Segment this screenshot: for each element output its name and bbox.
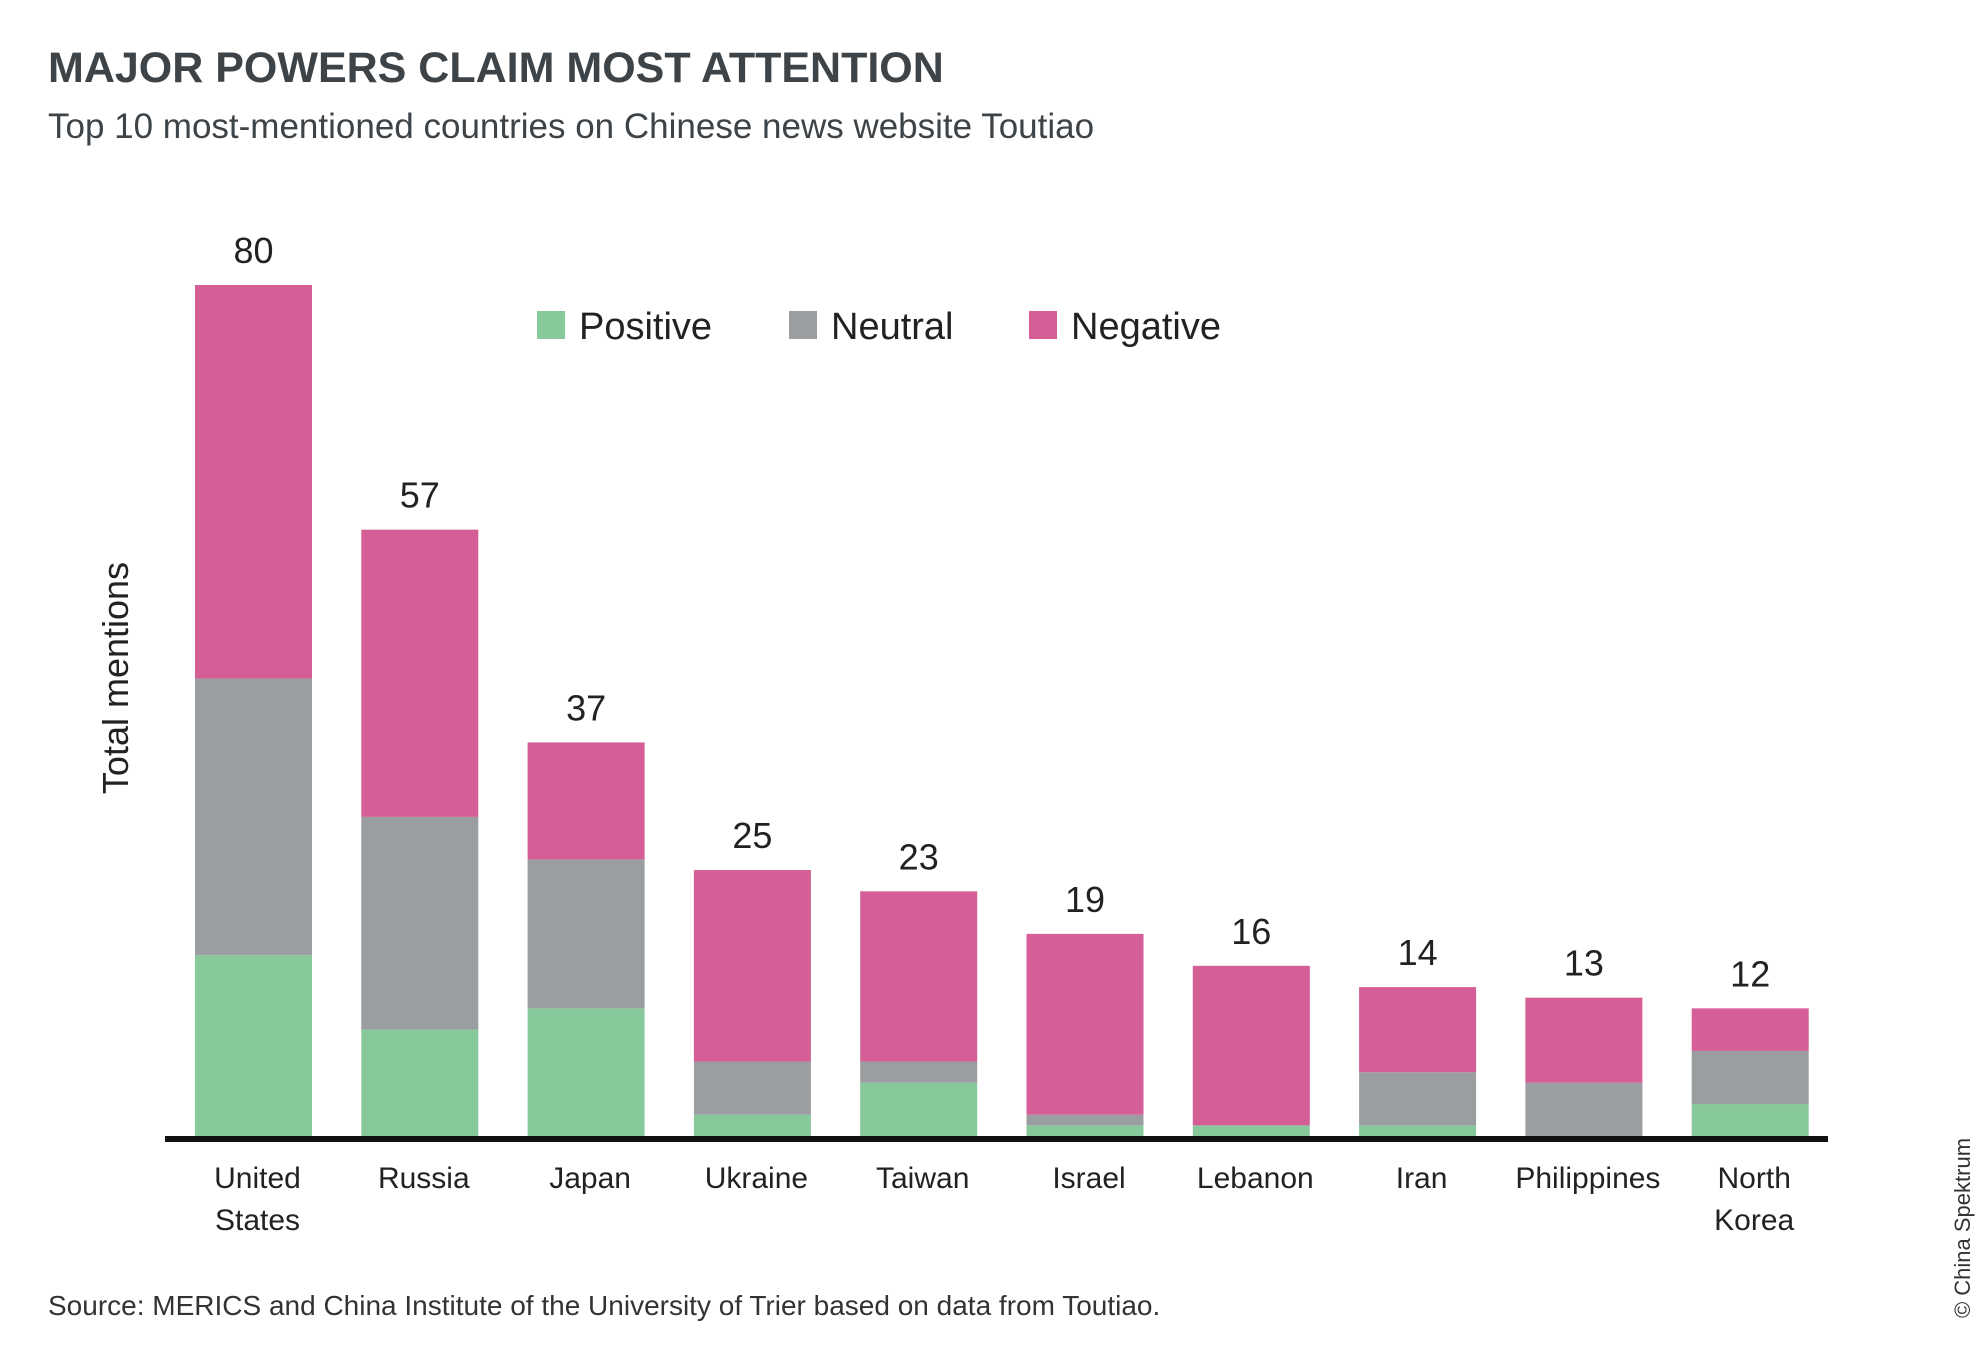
bar-segment-positive <box>860 1082 978 1136</box>
chart-title: MAJOR POWERS CLAIM MOST ATTENTION <box>48 44 944 92</box>
bar-segment-neutral <box>860 1061 978 1083</box>
bar-segment-negative <box>361 529 479 817</box>
x-tick-label: Japan <box>549 1162 631 1195</box>
bar-segment-negative <box>1026 933 1144 1115</box>
bar-segment-neutral <box>361 816 479 1030</box>
x-tick-label: Ukraine <box>705 1162 808 1195</box>
x-tick-label: Taiwan <box>876 1162 969 1195</box>
data-label: 25 <box>732 815 772 856</box>
bar-group: 37 Japan <box>527 687 645 1195</box>
bar-segment-negative <box>693 870 811 1062</box>
bar-group: 14 Iran <box>1359 932 1477 1195</box>
bar-segment-positive <box>1691 1104 1809 1136</box>
bar-segment-negative <box>527 742 645 860</box>
bar-segment-positive <box>1359 1125 1477 1136</box>
legend-item: Positive <box>537 306 712 348</box>
chart-subtitle: Top 10 most-mentioned countries on Chine… <box>48 107 1094 146</box>
data-label: 16 <box>1231 911 1271 952</box>
x-tick-label: Russia <box>378 1162 470 1195</box>
data-label: 13 <box>1564 943 1604 984</box>
x-tick-label: North <box>1718 1162 1791 1195</box>
bar-segment-neutral <box>1525 1082 1643 1136</box>
bar-segment-negative <box>1691 1008 1809 1051</box>
bar-segment-positive <box>527 1008 645 1136</box>
bar-segment-negative <box>1359 987 1477 1073</box>
bar-segment-positive <box>361 1029 479 1136</box>
x-tick-label: Israel <box>1052 1162 1125 1195</box>
y-axis-label: Total mentions <box>95 562 136 794</box>
data-label: 57 <box>400 475 440 516</box>
credit: © China Spektrum <box>1950 1138 1975 1318</box>
bar-group: 19 Israel <box>1026 879 1144 1195</box>
data-label: 37 <box>566 687 606 728</box>
bar-segment-negative <box>1192 965 1310 1126</box>
bar-segment-neutral <box>1026 1114 1144 1126</box>
legend-item: Negative <box>1029 306 1221 348</box>
legend-label: Negative <box>1071 306 1221 348</box>
bar-segment-positive <box>693 1114 811 1136</box>
bar-group: 23 Taiwan <box>860 836 978 1195</box>
legend-swatch <box>789 311 817 339</box>
legend-label: Neutral <box>831 306 954 348</box>
bar-segment-positive <box>1026 1125 1144 1136</box>
x-tick-label: Philippines <box>1515 1162 1660 1195</box>
bar-group: 12 North Korea <box>1691 953 1809 1237</box>
source-note: Source: MERICS and China Institute of th… <box>48 1290 1160 1321</box>
x-tick-label: States <box>215 1204 300 1237</box>
bar-segment-negative <box>1525 997 1643 1083</box>
legend-swatch <box>537 311 565 339</box>
bar-segment-neutral <box>1691 1050 1809 1105</box>
bars: 80 United States 57 Russia 37 Japan 25 Ukraine 23… <box>195 230 1809 1237</box>
legend-label: Positive <box>579 306 712 348</box>
bar-segment-neutral <box>527 859 645 1009</box>
bar-group: 25 Ukraine <box>693 815 811 1195</box>
x-tick-label: United <box>214 1162 301 1195</box>
legend: Positive Neutral Negative <box>537 306 1221 348</box>
legend-swatch <box>1029 311 1057 339</box>
data-label: 80 <box>233 230 273 271</box>
x-tick-label: Lebanon <box>1197 1162 1314 1195</box>
data-label: 23 <box>899 836 939 877</box>
bar-segment-negative <box>860 891 978 1062</box>
bar-segment-neutral <box>195 678 312 956</box>
bar-group: 80 United States <box>195 230 312 1237</box>
bar-segment-neutral <box>693 1061 811 1115</box>
x-tick-label: Korea <box>1714 1204 1794 1237</box>
bar-group: 16 Lebanon <box>1192 911 1314 1195</box>
legend-item: Neutral <box>789 306 954 348</box>
bar-group: 57 Russia <box>361 475 479 1195</box>
bar-segment-positive <box>195 955 312 1136</box>
x-tick-label: Iran <box>1396 1162 1448 1195</box>
data-label: 12 <box>1730 953 1770 994</box>
data-label: 14 <box>1398 932 1438 973</box>
bar-group: 13 Philippines <box>1515 943 1660 1195</box>
bar-segment-negative <box>195 285 312 679</box>
data-label: 19 <box>1065 879 1105 920</box>
bar-segment-positive <box>1192 1125 1310 1136</box>
bar-segment-neutral <box>1359 1072 1477 1126</box>
